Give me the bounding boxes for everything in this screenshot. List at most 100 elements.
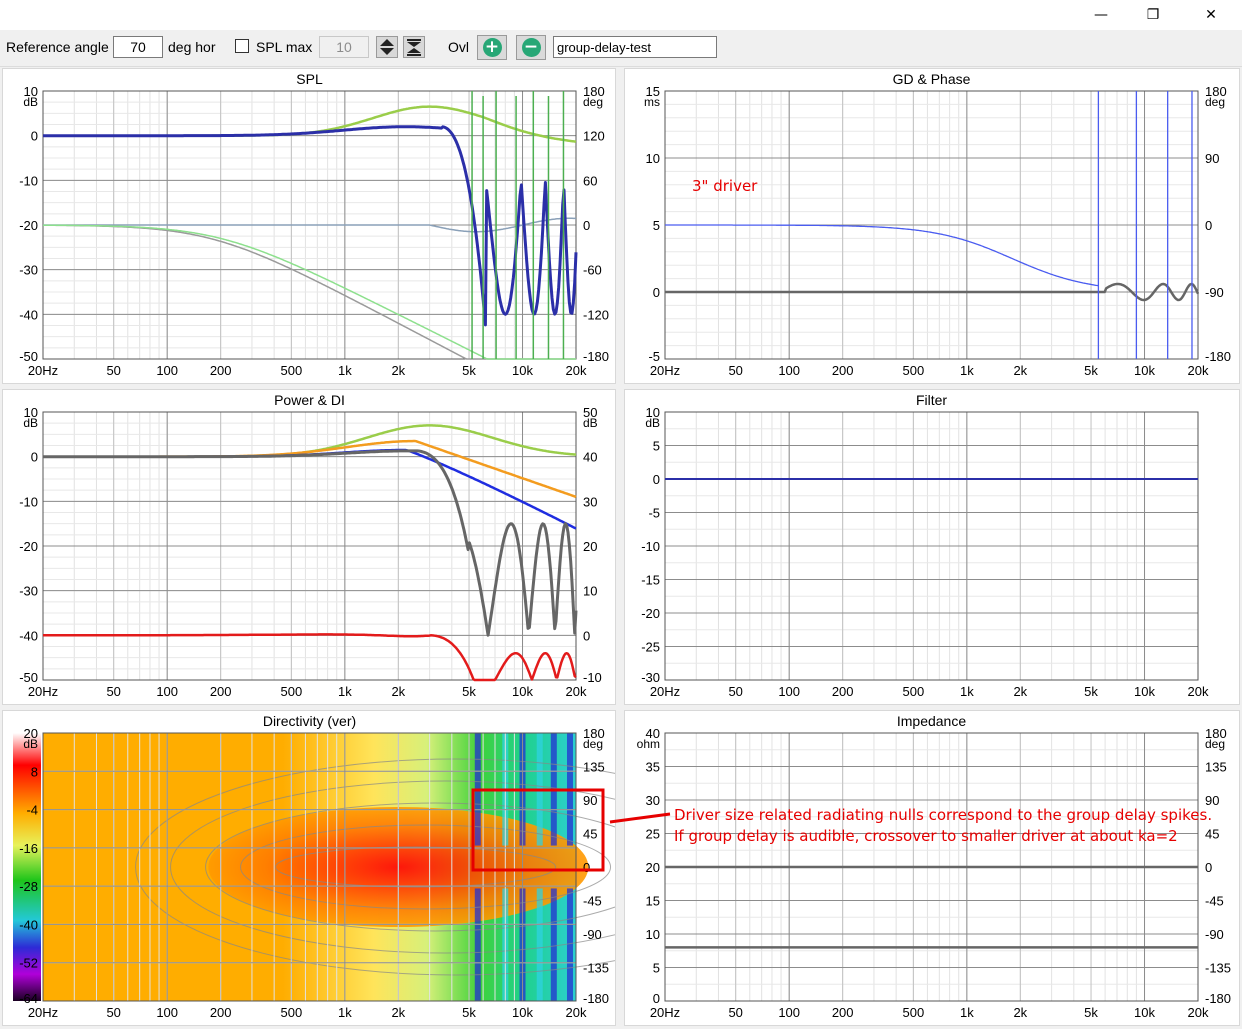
restore-icon: ❐: [1146, 7, 1160, 23]
colorbar: [13, 733, 41, 1001]
y2-tick-label: 90: [1205, 793, 1219, 808]
directivity-panel: Directivity (ver) 20 8 -4 -16 -28 -40 -52 -64 dB 1…: [2, 710, 616, 1026]
y-tick-label: -50: [19, 349, 38, 364]
filter-panel: Filter 10 5 0 -5 -10 -15 -20 -25 -30 dB 20Hz 50 100 20…: [624, 389, 1240, 705]
gd-phase-panel: GD & Phase 15 10 5 0 -5 ms 180 90 0 -90 -180 deg 20Hz…: [624, 68, 1240, 384]
null-band: [550, 888, 557, 1001]
x-tick-label: 2k: [391, 363, 405, 378]
x-tick-label: 20k: [1188, 1005, 1209, 1020]
y2-tick-label: 0: [583, 628, 590, 643]
y-tick-label: 35: [646, 760, 660, 775]
y2-tick-label: 120: [583, 129, 605, 144]
y2-tick-label: 45: [583, 827, 597, 842]
title-bar: — ❐ ✕: [0, 0, 1242, 30]
x-tick-label: 20Hz: [28, 1005, 58, 1020]
spl-max-input[interactable]: [319, 36, 369, 58]
y-tick-label: 10: [646, 151, 660, 166]
y2-tick-label: 180: [583, 726, 605, 741]
null-band: [566, 888, 573, 1001]
spin-up-down-button[interactable]: [376, 36, 398, 58]
x-tick-label: 500: [281, 363, 303, 378]
x-tick-label: 500: [903, 363, 925, 378]
y2-tick-label: 40: [583, 450, 597, 465]
close-icon: ✕: [1205, 7, 1217, 23]
y-axis-unit: dB: [23, 95, 38, 109]
y-tick-label: -5: [648, 506, 660, 521]
filter-title: Filter: [916, 392, 947, 408]
y-tick-label: 10: [646, 405, 660, 420]
spin-collapse-button[interactable]: [403, 36, 425, 58]
x-tick-label: 200: [210, 363, 232, 378]
light-green-phase-curve: [43, 224, 576, 360]
x-tick-label: 20k: [1188, 363, 1209, 378]
x-tick-label: 200: [832, 684, 854, 699]
x-tick-label: 5k: [1084, 684, 1098, 699]
y-tick-label: -10: [641, 539, 660, 554]
x-tick-label: 100: [778, 1005, 800, 1020]
gd-title: GD & Phase: [893, 71, 971, 87]
y-tick-label: 5: [653, 218, 660, 233]
x-tick-label: 500: [281, 684, 303, 699]
y-axis-unit: ms: [644, 95, 660, 109]
y2-tick-label: -180: [583, 991, 609, 1006]
y2-tick-label: 90: [583, 793, 597, 808]
x-tick-label: 2k: [1013, 363, 1027, 378]
x-tick-label: 100: [156, 684, 178, 699]
directivity-axes: Directivity (ver) 20 8 -4 -16 -28 -40 -52 -64 dB 1…: [19, 713, 609, 1020]
x-tick-label: 2k: [1013, 684, 1027, 699]
x-tick-label: 5k: [462, 1005, 476, 1020]
y2-tick-label: -45: [1205, 894, 1224, 909]
x-tick-label: 100: [778, 363, 800, 378]
x-tick-label: 200: [832, 363, 854, 378]
y-tick-label: -20: [641, 606, 660, 621]
impedance-chart: Impedance4035302520151050ohm18013590450-…: [637, 713, 1231, 1020]
x-tick-label: 100: [156, 1005, 178, 1020]
x-tick-label: 2k: [391, 1005, 405, 1020]
minus-icon: −: [521, 38, 541, 57]
x-tick-label: 50: [106, 684, 120, 699]
y-tick-label: 0: [31, 129, 38, 144]
x-tick-label: 10k: [1134, 363, 1155, 378]
annotation-line-1: Driver size related radiating nulls corr…: [674, 806, 1213, 824]
spl-panel: SPL 10 0 -10 -20 -30 -40 -50 dB 180 120 60 0 -60 -120-…: [2, 68, 616, 384]
y2-tick-label: 180: [1205, 84, 1227, 99]
x-tick-label: 500: [903, 1005, 925, 1020]
minimize-button[interactable]: —: [1078, 0, 1124, 30]
x-tick-label: 20k: [566, 684, 587, 699]
y2-tick-label: 0: [583, 860, 590, 875]
x-tick-label: 1k: [338, 684, 352, 699]
y-tick-label: -20: [19, 539, 38, 554]
y2-tick-label: -135: [583, 961, 609, 976]
maximize-button[interactable]: ❐: [1130, 0, 1176, 30]
power-di-chart: Power & DI100-10-20-30-40-50dB5040302010…: [19, 392, 602, 699]
y-tick-label: 0: [31, 450, 38, 465]
x-tick-label: 500: [903, 684, 925, 699]
toolbar: Reference angle deg hor SPL max Ovl + −: [0, 30, 1242, 67]
y2-tick-label: -180: [583, 349, 609, 364]
y-tick-label: -30: [641, 670, 660, 685]
remove-overlay-button[interactable]: −: [516, 35, 546, 60]
y2-tick-label: -135: [1205, 961, 1231, 976]
spl-max-checkbox[interactable]: [235, 39, 249, 53]
annotation-line-2: If group delay is audible, crossover to …: [674, 827, 1178, 845]
add-overlay-button[interactable]: +: [477, 35, 507, 60]
spl-title: SPL: [296, 71, 323, 87]
ref-angle-unit: deg hor: [168, 39, 216, 55]
close-button[interactable]: ✕: [1188, 0, 1234, 30]
x-tick-label: 20Hz: [28, 684, 58, 699]
y2-axis-unit: deg: [1205, 737, 1225, 751]
x-tick-label: 5k: [462, 684, 476, 699]
contour-line: [240, 824, 612, 910]
ref-angle-input[interactable]: [113, 36, 163, 58]
impedance-panel: Impedance 40 35 30 25 20 15 10 5 0 ohm 180 135 90 45 0-…: [624, 710, 1240, 1026]
y-tick-label: 15: [646, 894, 660, 909]
overlay-name-input[interactable]: [553, 36, 717, 58]
y-tick-label: -4: [26, 803, 38, 818]
y-axis-unit: dB: [23, 737, 38, 751]
x-tick-label: 500: [281, 1005, 303, 1020]
directivity-index-curve: [43, 633, 577, 682]
y-tick-label: 0: [653, 285, 660, 300]
y2-tick-label: 0: [1205, 218, 1212, 233]
x-tick-label: 50: [106, 1005, 120, 1020]
y2-axis-unit: deg: [1205, 95, 1225, 109]
